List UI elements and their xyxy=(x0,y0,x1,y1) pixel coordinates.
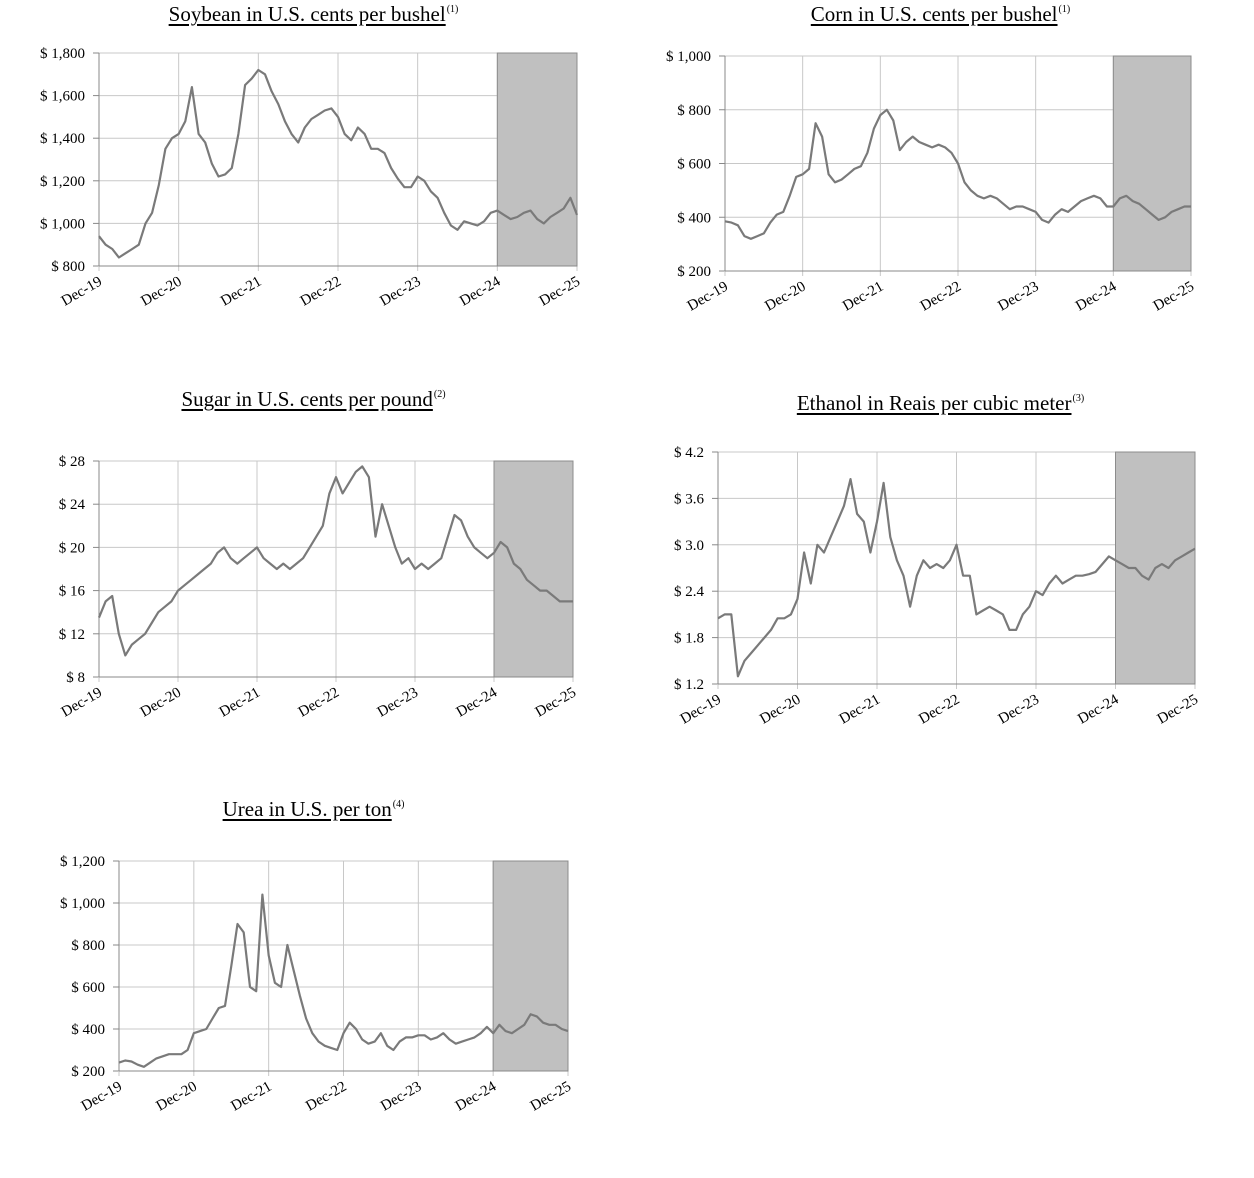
y-tick-label: $ 600 xyxy=(677,157,711,173)
x-tick-label: Dec-25 xyxy=(528,1079,574,1115)
y-tick-label: $ 20 xyxy=(59,540,85,556)
y-tick-label: $ 800 xyxy=(51,259,85,275)
forecast-shaded-area xyxy=(1112,55,1192,272)
y-tick-label: $ 600 xyxy=(71,980,105,996)
y-tick-label: $ 1,000 xyxy=(60,896,105,912)
y-tick-label: $ 12 xyxy=(59,627,85,643)
chart-title: Sugar in U.S. cents per pound(2) xyxy=(0,387,627,412)
chart-title-text: Soybean in U.S. cents per bushel xyxy=(168,2,446,26)
x-tick-label: Dec-21 xyxy=(228,1079,274,1115)
chart-footnote-marker: (4) xyxy=(392,799,405,810)
y-tick-label: $ 1,400 xyxy=(40,131,85,147)
chart-title: Urea in U.S. per ton(4) xyxy=(0,797,627,822)
y-tick-label: $ 2.4 xyxy=(674,584,705,600)
y-tick-label: $ 400 xyxy=(677,210,711,226)
y-tick-label: $ 200 xyxy=(71,1064,105,1080)
y-tick-label: $ 1,200 xyxy=(60,854,105,870)
y-tick-label: $ 1,000 xyxy=(666,49,711,65)
chart-footnote-marker: (2) xyxy=(433,389,446,400)
x-tick-label: Dec-19 xyxy=(79,1079,125,1115)
y-tick-label: $ 1.8 xyxy=(674,631,704,647)
y-tick-label: $ 28 xyxy=(59,454,85,470)
x-tick-label: Dec-22 xyxy=(303,1079,349,1115)
y-tick-label: $ 4.2 xyxy=(674,445,704,461)
chart-title-text: Sugar in U.S. cents per pound xyxy=(181,387,433,411)
chart-title-text: Urea in U.S. per ton xyxy=(222,797,392,821)
x-tick-label: Dec-24 xyxy=(453,1078,500,1114)
y-tick-label: $ 800 xyxy=(677,103,711,119)
y-tick-label: $ 8 xyxy=(66,670,85,686)
chart-title: Corn in U.S. cents per bushel(1) xyxy=(627,2,1254,27)
y-tick-label: $ 200 xyxy=(677,264,711,280)
chart-footnote-marker: (3) xyxy=(1072,393,1085,404)
x-tick-label: Dec-23 xyxy=(378,1079,424,1115)
y-tick-label: $ 24 xyxy=(59,497,86,513)
y-tick-label: $ 800 xyxy=(71,938,105,954)
y-tick-label: $ 400 xyxy=(71,1022,105,1038)
y-tick-label: $ 1,200 xyxy=(40,174,85,190)
forecast-shaded-area xyxy=(493,460,574,678)
price-series-line xyxy=(717,478,1196,678)
chart-footnote-marker: (1) xyxy=(446,4,459,15)
y-tick-label: $ 1,000 xyxy=(40,216,85,232)
chart-title: Soybean in U.S. cents per bushel(1) xyxy=(0,2,627,27)
chart-title-text: Corn in U.S. cents per bushel xyxy=(810,2,1058,26)
y-tick-label: $ 16 xyxy=(59,584,86,600)
y-tick-label: $ 1,800 xyxy=(40,46,85,62)
forecast-shaded-area xyxy=(492,860,569,1072)
price-series-line xyxy=(98,68,579,259)
y-tick-label: $ 1,600 xyxy=(40,89,85,105)
y-tick-label: $ 1.2 xyxy=(674,677,704,693)
price-series-line xyxy=(118,893,569,1068)
x-tick-label: Dec-20 xyxy=(154,1079,200,1115)
price-series-line xyxy=(724,108,1191,240)
price-series-line xyxy=(97,465,573,657)
chart-title: Ethanol in Reais per cubic meter(3) xyxy=(627,391,1254,416)
y-tick-label: $ 3.0 xyxy=(674,538,704,554)
y-tick-label: $ 3.6 xyxy=(674,491,705,507)
chart-footnote-marker: (1) xyxy=(1058,4,1071,15)
forecast-shaded-area xyxy=(496,52,578,267)
chart-title-text: Ethanol in Reais per cubic meter xyxy=(796,391,1072,415)
